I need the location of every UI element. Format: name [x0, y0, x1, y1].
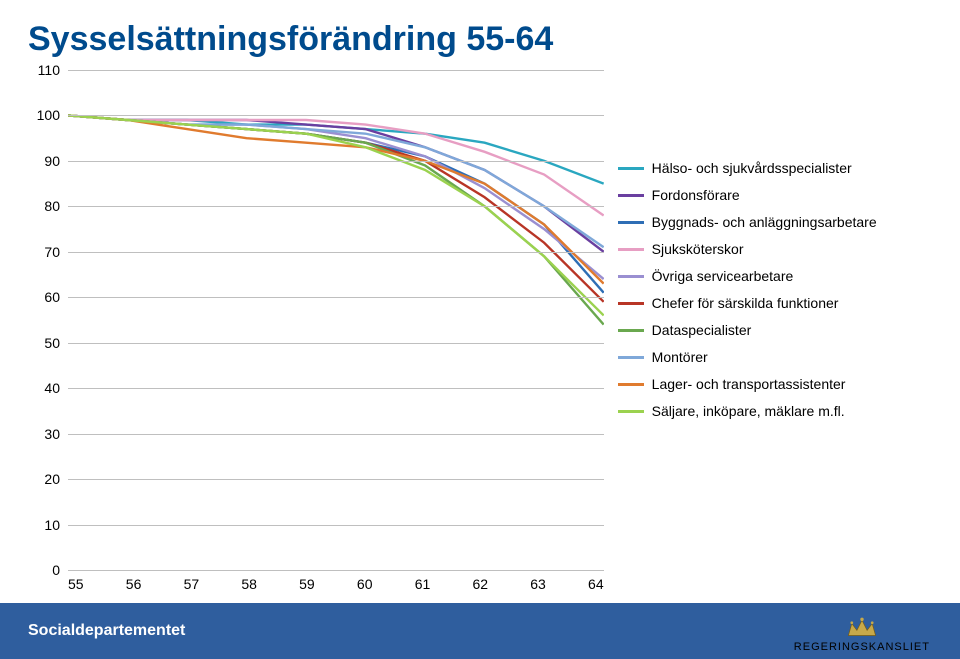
- series-line: [68, 115, 604, 301]
- gridline: [68, 161, 604, 162]
- legend-swatch: [618, 356, 644, 359]
- legend-label: Chefer för särskilda funktioner: [652, 295, 839, 311]
- legend-label: Byggnads- och anläggningsarbetare: [652, 214, 877, 230]
- x-tick-label: 60: [357, 576, 373, 596]
- y-tick-label: 10: [44, 517, 60, 533]
- legend-item: Övriga servicearbetare: [618, 268, 946, 284]
- y-tick-label: 90: [44, 153, 60, 169]
- x-tick-label: 55: [68, 576, 84, 596]
- y-tick-label: 110: [38, 62, 60, 78]
- legend-label: Montörer: [652, 349, 708, 365]
- legend-swatch: [618, 383, 644, 386]
- department-label: Socialdepartementet: [28, 622, 185, 640]
- legend-label: Fordonsförare: [652, 187, 740, 203]
- gridline: [68, 70, 604, 71]
- x-tick-label: 62: [472, 576, 488, 596]
- chart: 0102030405060708090100110 55565758596061…: [28, 70, 932, 570]
- x-tick-label: 59: [299, 576, 315, 596]
- x-tick-label: 64: [588, 576, 604, 596]
- plot-area: 55565758596061626364: [68, 70, 604, 570]
- gridline: [68, 525, 604, 526]
- y-tick-label: 60: [44, 289, 60, 305]
- legend-label: Lager- och transportassistenter: [652, 376, 846, 392]
- y-tick-label: 0: [52, 562, 60, 578]
- y-tick-label: 70: [44, 244, 60, 260]
- gridline: [68, 252, 604, 253]
- legend-item: Chefer för särskilda funktioner: [618, 295, 946, 311]
- y-tick-label: 20: [44, 471, 60, 487]
- legend-label: Övriga servicearbetare: [652, 268, 794, 284]
- x-tick-label: 57: [184, 576, 200, 596]
- legend-label: Sjuksköterskor: [652, 241, 744, 257]
- legend-label: Hälso- och sjukvårdsspecialister: [652, 160, 852, 176]
- gridline: [68, 388, 604, 389]
- gridline: [68, 115, 604, 116]
- legend-swatch: [618, 275, 644, 278]
- series-line: [68, 115, 604, 292]
- legend-item: Dataspecialister: [618, 322, 946, 338]
- gridline: [68, 434, 604, 435]
- legend-label: Dataspecialister: [652, 322, 752, 338]
- legend-label: Säljare, inköpare, mäklare m.fl.: [652, 403, 845, 419]
- x-tick-label: 56: [126, 576, 142, 596]
- legend-item: Byggnads- och anläggningsarbetare: [618, 214, 946, 230]
- agency-text: REGERINGSKANSLIET: [794, 641, 930, 653]
- x-tick-label: 63: [530, 576, 546, 596]
- series-line: [68, 115, 604, 324]
- gridline: [68, 206, 604, 207]
- gridline: [68, 297, 604, 298]
- legend-item: Hälso- och sjukvårdsspecialister: [618, 160, 946, 176]
- x-tick-label: 61: [415, 576, 431, 596]
- legend-swatch: [618, 221, 644, 224]
- legend-swatch: [618, 248, 644, 251]
- y-tick-label: 100: [37, 107, 60, 123]
- y-tick-label: 80: [44, 198, 60, 214]
- y-axis: 0102030405060708090100110: [28, 70, 68, 570]
- legend-item: Lager- och transportassistenter: [618, 376, 946, 392]
- legend-swatch: [618, 302, 644, 305]
- gridline: [68, 343, 604, 344]
- gridline: [68, 479, 604, 480]
- legend-swatch: [618, 194, 644, 197]
- x-axis: 55 56 57 58 59 60 61 62 63 64: [68, 576, 604, 596]
- gridline: [68, 570, 604, 571]
- y-tick-label: 40: [44, 380, 60, 396]
- legend-item: Montörer: [618, 349, 946, 365]
- legend-item: Fordonsförare: [618, 187, 946, 203]
- legend-swatch: [618, 410, 644, 413]
- agency-logo: REGERINGSKANSLIET: [794, 607, 930, 653]
- crown-icon: [845, 615, 879, 639]
- legend-swatch: [618, 167, 644, 170]
- y-tick-label: 30: [44, 426, 60, 442]
- legend-item: Säljare, inköpare, mäklare m.fl.: [618, 403, 946, 419]
- line-series: [68, 70, 604, 570]
- legend: Hälso- och sjukvårdsspecialister Fordonsf…: [604, 70, 946, 570]
- x-tick-label: 58: [241, 576, 257, 596]
- series-line: [68, 115, 604, 251]
- page-title: Sysselsättningsförändring 55-64: [28, 20, 932, 59]
- y-tick-label: 50: [44, 335, 60, 351]
- legend-item: Sjuksköterskor: [618, 241, 946, 257]
- legend-swatch: [618, 329, 644, 332]
